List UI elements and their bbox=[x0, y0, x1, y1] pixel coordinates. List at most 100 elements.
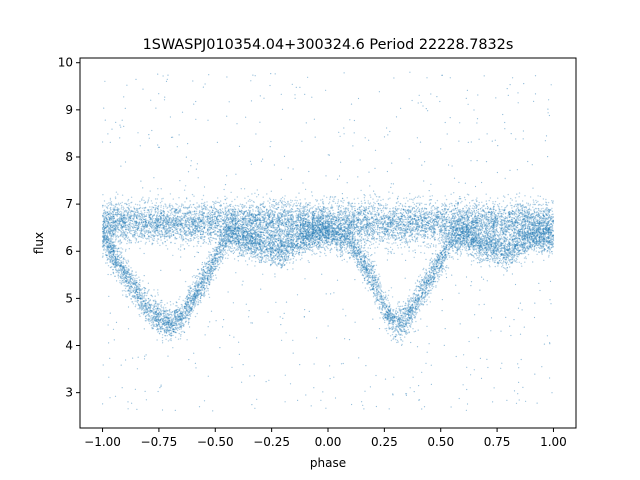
data-point bbox=[521, 230, 524, 232]
data-point bbox=[294, 199, 296, 202]
data-point bbox=[459, 223, 461, 225]
data-point bbox=[141, 199, 143, 201]
data-point bbox=[125, 229, 127, 231]
data-point bbox=[150, 236, 153, 238]
data-point bbox=[257, 213, 259, 216]
data-point bbox=[414, 196, 417, 198]
data-point bbox=[137, 241, 139, 244]
data-point bbox=[411, 213, 413, 215]
data-point bbox=[133, 206, 135, 208]
data-point bbox=[539, 210, 541, 212]
data-point bbox=[289, 226, 291, 228]
data-point bbox=[392, 227, 394, 230]
data-point bbox=[540, 208, 543, 210]
data-point bbox=[148, 210, 150, 213]
data-point bbox=[535, 208, 537, 210]
data-point bbox=[203, 205, 205, 207]
data-point bbox=[143, 227, 145, 229]
data-point bbox=[451, 209, 453, 211]
data-point bbox=[368, 228, 370, 230]
data-point bbox=[483, 215, 485, 217]
data-point bbox=[455, 229, 457, 232]
data-point bbox=[313, 227, 316, 230]
data-point bbox=[545, 212, 547, 214]
data-point bbox=[401, 222, 403, 224]
data-point bbox=[277, 207, 280, 209]
data-point bbox=[182, 236, 184, 238]
data-point bbox=[141, 207, 144, 209]
data-point bbox=[500, 228, 502, 230]
data-point bbox=[484, 216, 486, 218]
data-point bbox=[494, 234, 496, 236]
data-point bbox=[409, 192, 411, 195]
data-point bbox=[114, 197, 117, 200]
data-point bbox=[351, 207, 353, 209]
data-point bbox=[411, 217, 414, 220]
data-point bbox=[245, 202, 248, 204]
data-point bbox=[416, 231, 419, 233]
data-point bbox=[318, 203, 320, 205]
data-point bbox=[500, 221, 502, 223]
data-point bbox=[378, 229, 381, 231]
data-point bbox=[116, 225, 118, 227]
data-point bbox=[125, 215, 127, 217]
data-point bbox=[464, 199, 467, 201]
data-point bbox=[194, 211, 196, 213]
data-point bbox=[246, 227, 248, 230]
data-point bbox=[518, 192, 521, 194]
data-point bbox=[252, 204, 254, 206]
data-point bbox=[240, 188, 242, 190]
data-point bbox=[542, 214, 544, 216]
data-point bbox=[434, 206, 436, 208]
data-point bbox=[450, 211, 452, 213]
data-point bbox=[202, 204, 205, 207]
data-point bbox=[541, 212, 543, 214]
data-point bbox=[430, 224, 432, 226]
data-point bbox=[382, 207, 384, 210]
data-point bbox=[404, 221, 406, 223]
data-point bbox=[263, 201, 265, 203]
data-point bbox=[345, 223, 347, 225]
data-point bbox=[180, 246, 182, 248]
data-point bbox=[441, 203, 443, 205]
data-point bbox=[477, 211, 480, 213]
data-point bbox=[124, 239, 127, 241]
data-point bbox=[126, 206, 128, 209]
data-point bbox=[128, 227, 130, 230]
data-point bbox=[445, 198, 448, 201]
data-point bbox=[237, 223, 239, 226]
data-point bbox=[524, 195, 526, 197]
data-point bbox=[372, 243, 375, 245]
data-point bbox=[317, 242, 320, 244]
data-point bbox=[409, 216, 412, 218]
data-point bbox=[243, 205, 245, 207]
data-point bbox=[432, 245, 435, 248]
data-point bbox=[234, 222, 237, 225]
data-point bbox=[410, 211, 412, 213]
data-point bbox=[506, 204, 509, 207]
data-point bbox=[492, 215, 494, 217]
data-point bbox=[472, 205, 474, 207]
data-point bbox=[207, 218, 209, 220]
data-point bbox=[457, 241, 460, 243]
data-point bbox=[140, 219, 142, 221]
data-point bbox=[208, 225, 210, 227]
data-point bbox=[481, 214, 483, 216]
data-point bbox=[364, 238, 366, 240]
data-point bbox=[156, 198, 158, 200]
data-point bbox=[233, 224, 235, 226]
data-point bbox=[436, 233, 439, 235]
data-point bbox=[490, 226, 493, 228]
data-point bbox=[436, 199, 439, 202]
data-point bbox=[446, 215, 449, 218]
data-point bbox=[462, 210, 464, 213]
data-point bbox=[266, 219, 268, 221]
data-point bbox=[467, 233, 470, 235]
data-point bbox=[299, 199, 301, 201]
data-point bbox=[532, 206, 534, 208]
data-point bbox=[390, 252, 393, 255]
data-point bbox=[540, 216, 542, 218]
data-point bbox=[376, 207, 379, 209]
data-point bbox=[373, 201, 375, 204]
